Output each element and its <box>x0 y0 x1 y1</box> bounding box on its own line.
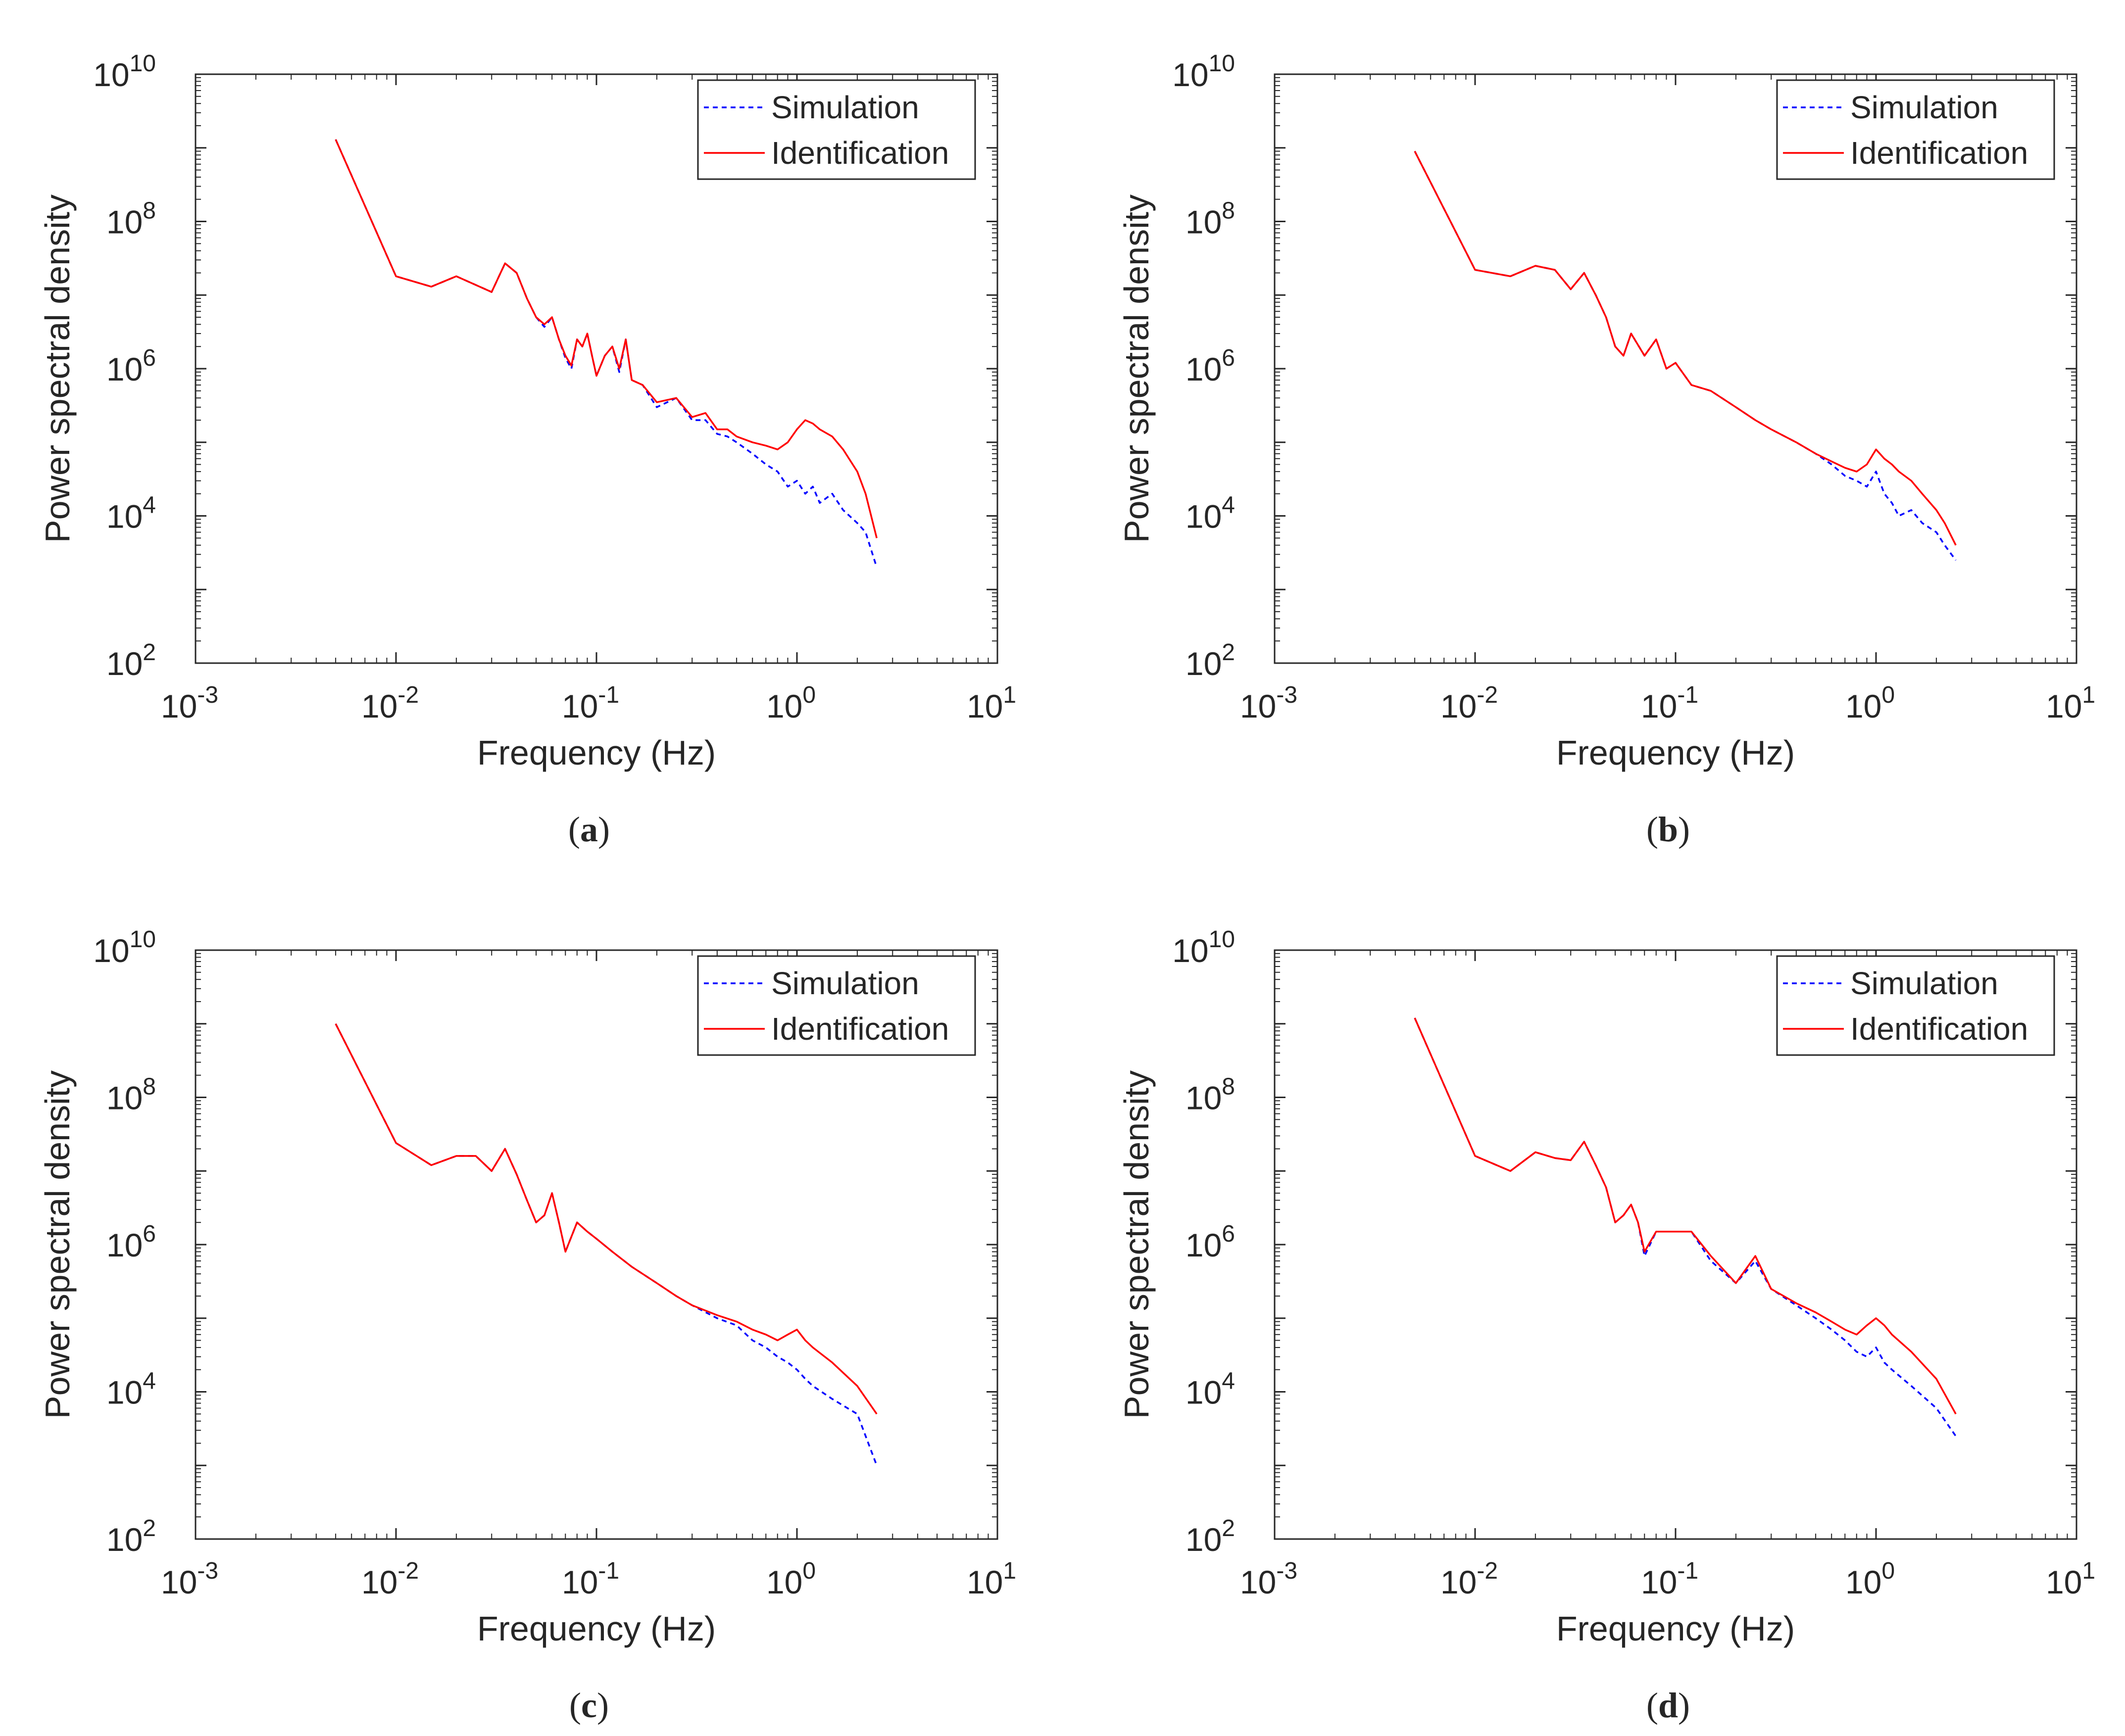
legend-label-simulation: Simulation <box>1850 90 1998 125</box>
y-tick-label: 108 <box>1186 1074 1235 1116</box>
legend-label-simulation: Simulation <box>771 965 919 1001</box>
legend-box <box>697 79 976 180</box>
x-tick-label: 10-1 <box>562 1558 619 1600</box>
x-axis-label: Frequency (Hz) <box>1556 1609 1795 1648</box>
x-tick-label: 10-2 <box>361 1558 419 1600</box>
series-line-identification <box>1414 1017 1957 1415</box>
y-tick-label: 102 <box>1186 1515 1235 1558</box>
panel-caption: (a) <box>568 810 610 849</box>
panel-c: 10-3 10-2 10-1 100 101 102 104 106 108 1010 Freque… <box>38 926 1016 1725</box>
x-tick-label: 101 <box>967 682 1016 724</box>
y-tick-label: 106 <box>106 1221 156 1263</box>
x-tick-label: 10-2 <box>1440 1558 1498 1600</box>
series-line-identification <box>335 1023 878 1415</box>
y-tick-label: 1010 <box>93 50 156 93</box>
y-axis-label: Power spectral density <box>1117 1070 1156 1419</box>
x-axis-label: Frequency (Hz) <box>477 1609 716 1648</box>
y-tick-label: 108 <box>106 198 156 241</box>
x-tick-label: 10-2 <box>361 682 419 724</box>
legend-label-identification: Identification <box>1850 135 2028 171</box>
y-axis-label: Power spectral density <box>38 1070 77 1419</box>
x-tick-label: 10-3 <box>161 682 218 724</box>
y-tick-label: 104 <box>1186 1368 1235 1411</box>
x-tick-label: 101 <box>967 1558 1016 1600</box>
x-tick-label: 100 <box>766 682 816 724</box>
series-line-identification <box>335 139 878 538</box>
legend-label-simulation: Simulation <box>771 90 919 125</box>
x-tick-label: 101 <box>2046 1558 2095 1600</box>
x-tick-label: 100 <box>1845 682 1895 724</box>
y-axis-label: Power spectral density <box>1117 194 1156 543</box>
x-tick-label: 10-3 <box>161 1558 218 1600</box>
legend-box <box>1776 955 2055 1056</box>
x-tick-label: 10-2 <box>1440 682 1498 724</box>
panel-caption: (d) <box>1646 1686 1690 1725</box>
x-tick-label: 101 <box>2046 682 2095 724</box>
x-tick-label: 100 <box>1845 1558 1895 1600</box>
y-tick-label: 102 <box>1186 639 1235 682</box>
y-tick-label: 104 <box>106 1368 156 1411</box>
y-axis-label: Power spectral density <box>38 194 77 543</box>
y-tick-label: 1010 <box>93 926 156 969</box>
y-tick-label: 1010 <box>1172 926 1235 969</box>
x-tick-label: 10-3 <box>1240 1558 1297 1600</box>
panel-caption: (b) <box>1646 810 1690 849</box>
x-axis-label: Frequency (Hz) <box>477 733 716 772</box>
x-tick-label: 10-1 <box>1641 682 1698 724</box>
x-axis-label: Frequency (Hz) <box>1556 733 1795 772</box>
y-tick-label: 102 <box>106 1515 156 1558</box>
y-tick-label: 108 <box>106 1074 156 1116</box>
y-tick-label: 108 <box>1186 198 1235 241</box>
y-tick-label: 106 <box>1186 1221 1235 1263</box>
x-tick-label: 10-1 <box>1641 1558 1698 1600</box>
y-tick-label: 1010 <box>1172 50 1235 93</box>
legend-label-identification: Identification <box>771 1011 949 1047</box>
series-line-identification <box>1414 150 1957 546</box>
panel-b: 10-3 10-2 10-1 100 101 102 104 106 108 1010 Freque… <box>1117 50 2095 849</box>
legend-label-identification: Identification <box>1850 1011 2028 1047</box>
panel-caption: (c) <box>569 1686 609 1725</box>
x-tick-label: 10-1 <box>562 682 619 724</box>
legend-label-simulation: Simulation <box>1850 965 1998 1001</box>
panel-a: 10-3 10-2 10-1 100 101 102 104 106 108 1010 Freque… <box>38 50 1016 849</box>
y-tick-label: 102 <box>106 639 156 682</box>
legend-box <box>697 955 976 1056</box>
legend-box <box>1776 79 2055 180</box>
x-tick-label: 100 <box>766 1558 816 1600</box>
x-tick-label: 10-3 <box>1240 682 1297 724</box>
legend-label-identification: Identification <box>771 135 949 171</box>
y-tick-label: 106 <box>106 345 156 387</box>
y-tick-label: 104 <box>106 492 156 535</box>
y-tick-label: 104 <box>1186 492 1235 535</box>
y-tick-label: 106 <box>1186 345 1235 387</box>
panel-d: 10-3 10-2 10-1 100 101 102 104 106 108 1010 Freque… <box>1117 926 2095 1725</box>
